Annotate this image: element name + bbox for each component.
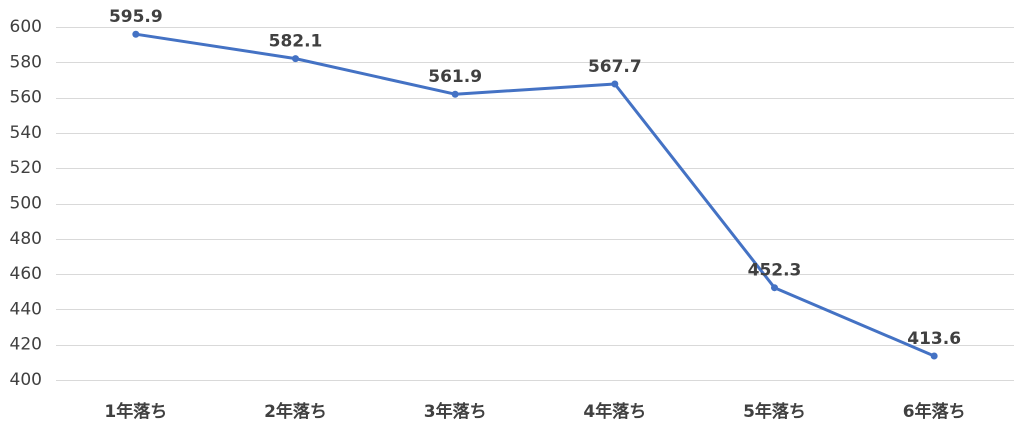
x-tick-label-6: 6年落ち <box>903 401 966 422</box>
y-tick-label-580: 580 <box>10 52 42 72</box>
y-tick-label-540: 540 <box>10 123 42 143</box>
y-tick-label-560: 560 <box>10 88 42 108</box>
x-tick-label-2: 2年落ち <box>264 401 327 422</box>
y-tick-label-520: 520 <box>10 158 42 178</box>
x-tick-label-1: 1年落ち <box>104 401 167 422</box>
series-layer <box>132 30 938 360</box>
data-label-layer: 595.9 582.1 561.9 567.7 452.3 413.6 <box>109 7 961 349</box>
y-tick-label-500: 500 <box>10 194 42 214</box>
series-line <box>134 32 936 358</box>
y-tick-label-600: 600 <box>10 17 42 37</box>
data-point-1 <box>132 30 140 38</box>
data-point-4 <box>611 80 619 88</box>
x-tick-label-3: 3年落ち <box>424 401 487 422</box>
y-tick-label-400: 400 <box>10 370 42 390</box>
y-tick-label-420: 420 <box>10 335 42 355</box>
data-label-5: 452.3 <box>748 261 802 281</box>
y-tick-label-480: 480 <box>10 229 42 249</box>
data-label-1: 595.9 <box>109 7 163 27</box>
x-tick-label-4: 4年落ち <box>583 401 646 422</box>
data-label-4: 567.7 <box>588 57 642 77</box>
data-label-3: 561.9 <box>428 67 482 87</box>
x-tick-label-5: 5年落ち <box>743 401 806 422</box>
data-point-2 <box>292 55 299 63</box>
y-axis: 400 420 440 460 480 500 520 540 560 580 600 <box>10 17 42 390</box>
data-point-5 <box>771 284 778 292</box>
data-label-6: 413.6 <box>907 329 961 349</box>
data-point-3 <box>451 90 459 98</box>
data-label-2: 582.1 <box>269 32 323 52</box>
data-point-6 <box>930 352 938 360</box>
x-axis: 1年落ち 2年落ち 3年落ち 4年落ち 5年落ち 6年落ち <box>104 401 965 422</box>
grid-layer <box>56 27 1014 381</box>
y-tick-label-460: 460 <box>10 264 42 284</box>
y-tick-label-440: 440 <box>10 299 42 319</box>
